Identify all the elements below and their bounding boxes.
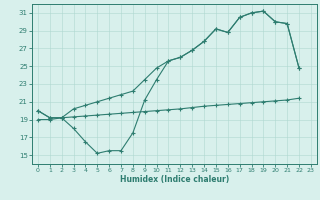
X-axis label: Humidex (Indice chaleur): Humidex (Indice chaleur) [120,175,229,184]
